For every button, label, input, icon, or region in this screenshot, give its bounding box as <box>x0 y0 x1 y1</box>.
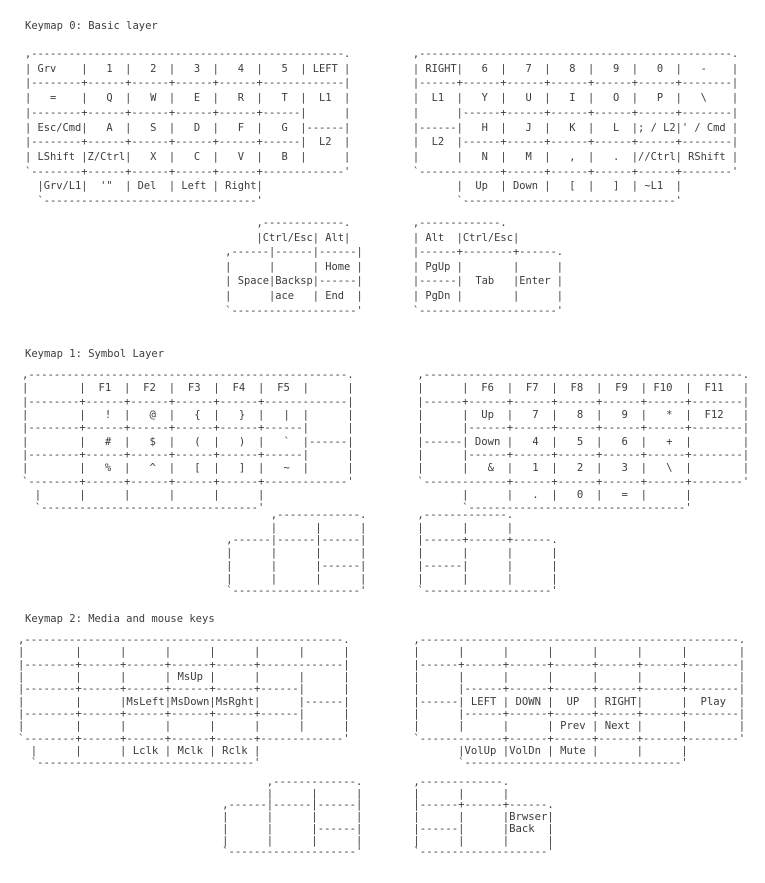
keymap-1-title: Keymap 1: Symbol Layer <box>25 348 165 360</box>
keymap-2-thumb-cluster-ascii-art: ,-------------. ,-------------. | | | | … <box>222 776 554 859</box>
keymap-0-title: Keymap 0: Basic layer <box>25 20 158 32</box>
keymap-1-main-ascii-art: ,---------------------------------------… <box>22 369 750 515</box>
keymap-1-thumb-cluster-ascii-art: ,-------------. ,-------------. | | | | … <box>226 509 558 598</box>
keymap-0-main-ascii-art: ,---------------------------------------… <box>25 48 739 208</box>
keymap-2-main-ascii-art: ,---------------------------------------… <box>18 634 746 770</box>
keymap-2-title: Keymap 2: Media and mouse keys <box>25 613 215 625</box>
keymap-0-thumb-cluster-ascii-art: ,-------------. ,-------------. |Ctrl/Es… <box>225 217 563 317</box>
